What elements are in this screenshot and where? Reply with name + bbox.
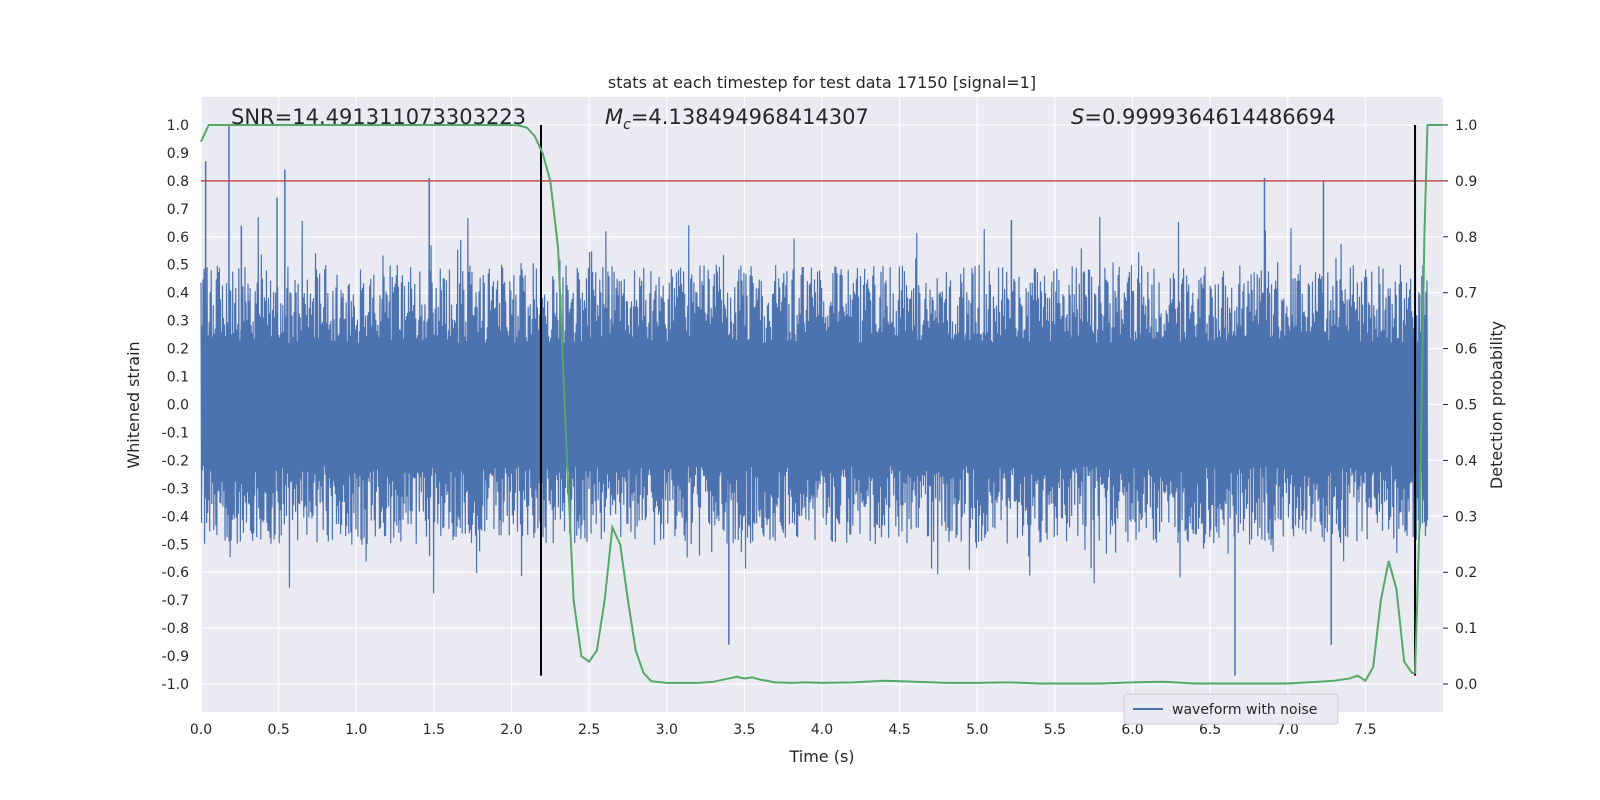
- chirp-mass-value: =4.138494968414307: [631, 105, 869, 129]
- y-tick-label: 0.1: [167, 370, 189, 386]
- legend-label: waveform with noise: [1172, 702, 1317, 718]
- y-axis-ticks: -1.0 -0.9 -0.8 -0.7 -0.6 -0.5 -0.4 -0.3 -0.2 -0.1…: [162, 118, 189, 693]
- x-tick-label: 1.5: [423, 722, 445, 738]
- y-tick-label: -0.6: [162, 565, 189, 581]
- y2-tick-label: 0.5: [1455, 398, 1477, 414]
- legend: waveform with noise: [1123, 693, 1339, 725]
- chirp-mass-symbol: M: [605, 105, 623, 129]
- x-tick-label: 3.0: [656, 722, 678, 738]
- x-tick-label: 4.5: [888, 722, 910, 738]
- y-tick-label: -0.1: [162, 425, 189, 441]
- y2-axis-label: Detection probability: [1487, 321, 1506, 489]
- x-tick-label: 5.5: [1044, 722, 1066, 738]
- y-tick-label: -0.7: [162, 593, 189, 609]
- legend-box: [1123, 693, 1339, 725]
- x-tick-label: 7.0: [1277, 722, 1299, 738]
- y-tick-label: -0.8: [162, 621, 189, 637]
- y-tick-label: -0.9: [162, 649, 189, 665]
- y-tick-label: 0.0: [167, 398, 189, 414]
- y2-axis-ticks: 0.0 0.1 0.2 0.3 0.4 0.5 0.6 0.7 0.8 0.9 1.0: [1443, 118, 1477, 693]
- y-tick-label: 0.2: [167, 342, 189, 358]
- x-tick-label: 4.0: [811, 722, 833, 738]
- y-tick-label: 0.9: [167, 146, 189, 162]
- x-tick-label: 2.5: [578, 722, 600, 738]
- y2-tick-label: 0.0: [1455, 677, 1477, 693]
- x-tick-label: 2.0: [500, 722, 522, 738]
- y2-tick-label: 0.4: [1455, 453, 1477, 469]
- y2-tick-label: 0.6: [1455, 342, 1477, 358]
- y-tick-label: 0.3: [167, 314, 189, 330]
- x-tick-label: 0.0: [190, 722, 212, 738]
- detection-stat-value: =0.9999364614486694: [1084, 105, 1335, 129]
- y-tick-label: -0.4: [162, 509, 189, 525]
- chart-title: stats at each timestep for test data 171…: [608, 73, 1036, 92]
- x-tick-label: 3.5: [733, 722, 755, 738]
- x-tick-label: 6.5: [1199, 722, 1221, 738]
- y2-tick-label: 0.3: [1455, 509, 1477, 525]
- waveform-series: [200, 124, 1429, 676]
- x-tick-label: 6.0: [1121, 722, 1143, 738]
- y-tick-label: -1.0: [162, 677, 189, 693]
- detection-stat-annotation: S=0.9999364614486694: [1071, 105, 1336, 129]
- chirp-mass-subscript: c: [623, 117, 631, 133]
- chirp-mass-annotation: Mc=4.138494968414307: [605, 105, 869, 133]
- y2-tick-label: 1.0: [1455, 118, 1477, 134]
- y-axis-label: Whitened strain: [124, 341, 143, 468]
- overlay-lines: [201, 124, 1443, 676]
- detection-stat-symbol: S: [1071, 105, 1084, 129]
- x-tick-label: 5.0: [966, 722, 988, 738]
- y2-tick-label: 0.2: [1455, 565, 1477, 581]
- y-tick-label: -0.2: [162, 453, 189, 469]
- snr-annotation: SNR=14.491311073303223: [231, 105, 526, 129]
- y-tick-label: 0.4: [167, 286, 189, 302]
- y2-tick-label: 0.7: [1455, 286, 1477, 302]
- y-tick-label: -0.5: [162, 537, 189, 553]
- y-tick-label: 0.8: [167, 174, 189, 190]
- x-tick-label: 1.0: [345, 722, 367, 738]
- y-tick-label: 1.0: [167, 118, 189, 134]
- y-tick-label: 0.5: [167, 258, 189, 274]
- y-tick-label: -0.3: [162, 481, 189, 497]
- waveform-core: [201, 345, 1428, 458]
- probability-line: [200, 123, 1443, 685]
- y-tick-label: 0.7: [167, 202, 189, 218]
- probability-series: [200, 123, 1443, 685]
- y2-tick-label: 0.1: [1455, 621, 1477, 637]
- y2-tick-label: 0.8: [1455, 230, 1477, 246]
- x-tick-label: 7.5: [1354, 722, 1376, 738]
- y-tick-label: 0.6: [167, 230, 189, 246]
- y2-tick-label: 0.9: [1455, 174, 1477, 190]
- x-axis-label: Time (s): [788, 747, 854, 766]
- x-axis-ticks: 0.0 0.5 1.0 1.5 2.0 2.5 3.0 3.5 4.0 4.5 5.0 5.5 6.0 6…: [190, 722, 1377, 738]
- x-tick-label: 0.5: [267, 722, 289, 738]
